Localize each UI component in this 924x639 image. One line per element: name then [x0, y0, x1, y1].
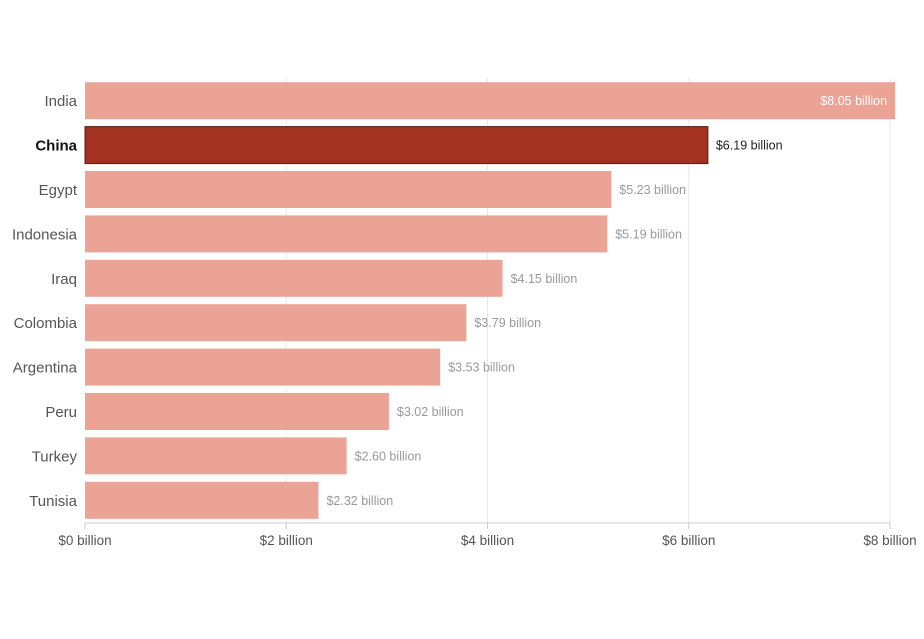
bar-egypt	[85, 171, 612, 208]
bar-china	[84, 126, 709, 165]
bar-indonesia	[85, 215, 608, 253]
category-label-colombia: Colombia	[14, 315, 78, 332]
data-label-china: $6.19 billion	[716, 139, 783, 153]
data-label-tunisia: $2.32 billion	[326, 494, 393, 508]
category-label-iraq: Iraq	[51, 271, 77, 288]
x-tick-label: $8 billion	[863, 533, 916, 548]
data-label-india: $8.05 billion	[820, 94, 887, 108]
category-label-egypt: Egypt	[39, 182, 78, 199]
bar-argentina	[85, 348, 441, 386]
category-label-argentina: Argentina	[13, 360, 78, 377]
x-tick-label: $2 billion	[260, 533, 313, 548]
data-label-argentina: $3.53 billion	[448, 361, 515, 375]
category-label-peru: Peru	[45, 404, 77, 421]
data-label-indonesia: $5.19 billion	[615, 227, 682, 241]
bars	[84, 82, 896, 519]
category-label-tunisia: Tunisia	[29, 493, 77, 510]
data-label-iraq: $4.15 billion	[511, 272, 578, 286]
data-label-turkey: $2.60 billion	[355, 449, 422, 463]
category-label-china: China	[35, 138, 77, 155]
data-labels: $8.05 billion $6.19 billion $5.23 billion $…	[326, 94, 887, 508]
category-label-india: India	[44, 93, 77, 110]
data-label-colombia: $3.79 billion	[474, 316, 541, 330]
bar-tunisia	[85, 481, 319, 519]
bar-colombia	[85, 304, 467, 342]
category-labels: India China Egypt Indonesia Iraq Colombia Arge…	[12, 93, 78, 510]
bar-iraq	[85, 259, 503, 297]
category-label-indonesia: Indonesia	[12, 226, 78, 243]
x-axis: $0 billion $2 billion $4 billion $6 billion…	[58, 522, 917, 548]
bar-peru	[85, 393, 389, 430]
bar-india	[85, 82, 896, 120]
x-tick-label: $0 billion	[58, 533, 111, 548]
data-label-egypt: $5.23 billion	[619, 183, 686, 197]
x-tick-label: $4 billion	[461, 533, 514, 548]
bar-turkey	[85, 437, 347, 475]
data-label-peru: $3.02 billion	[397, 405, 464, 419]
x-tick-label: $6 billion	[662, 533, 715, 548]
category-label-turkey: Turkey	[32, 448, 78, 465]
